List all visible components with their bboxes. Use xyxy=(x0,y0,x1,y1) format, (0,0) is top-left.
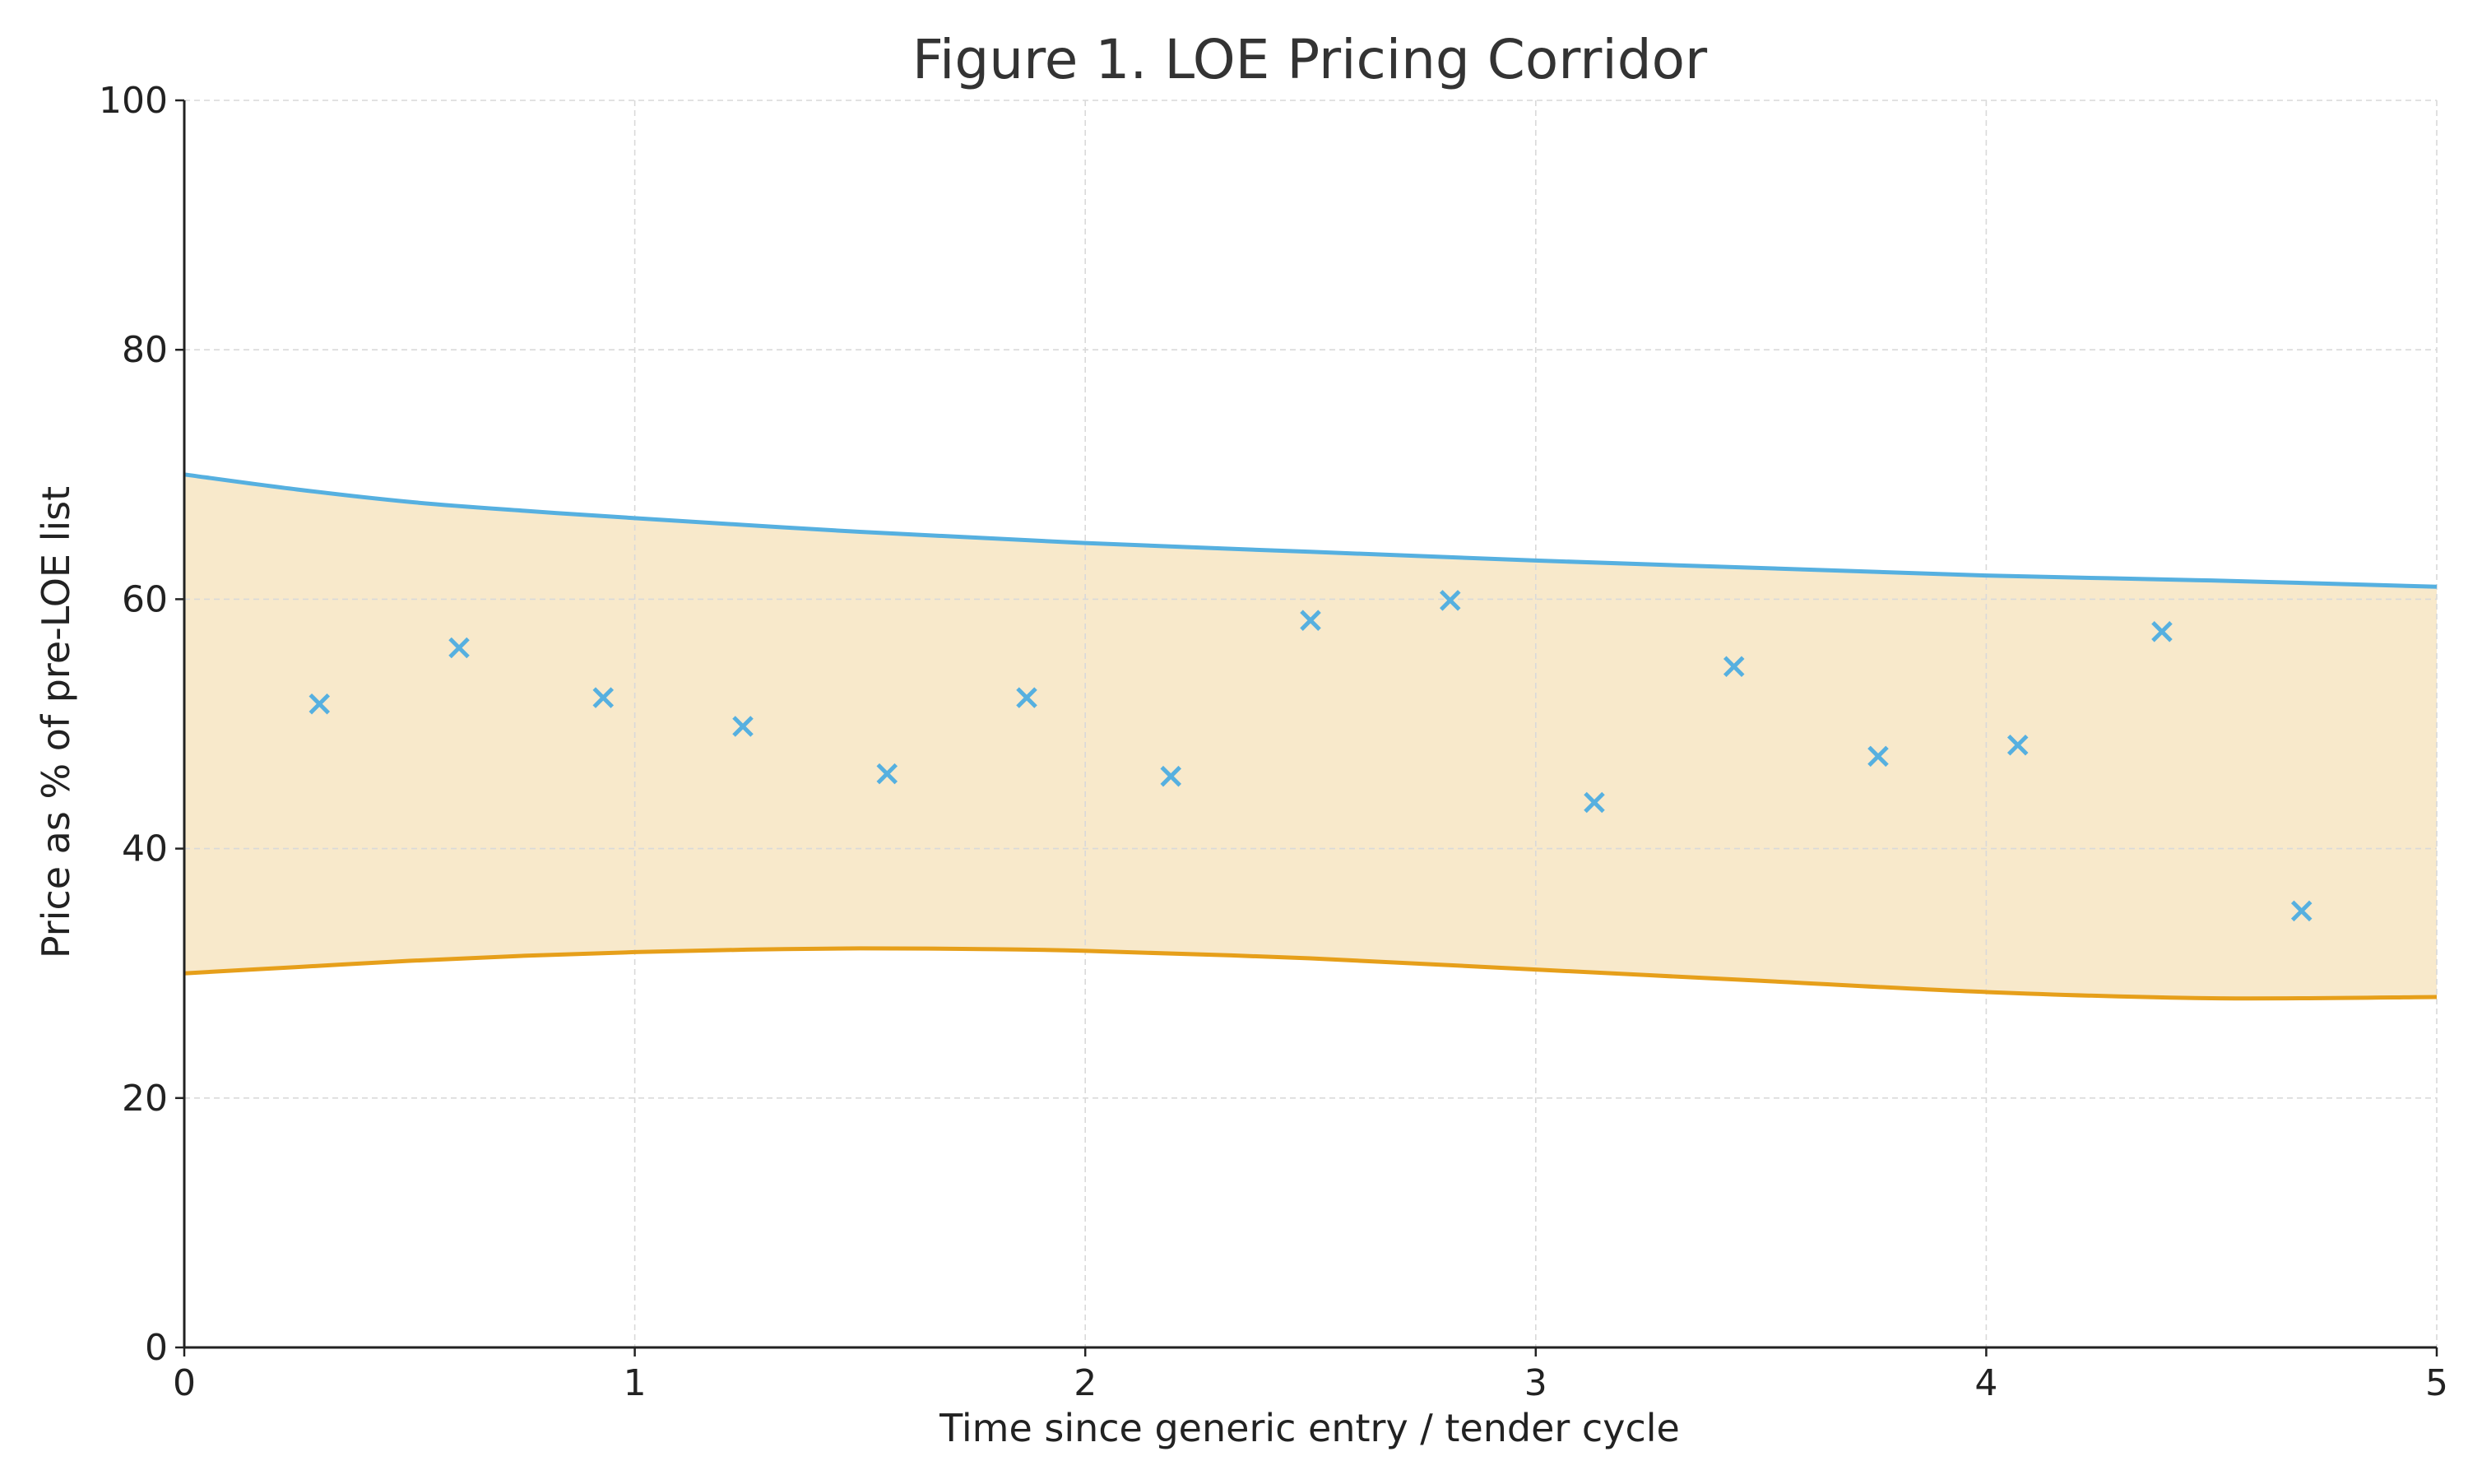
scatter-point xyxy=(1584,791,1605,814)
y-axis-title: Price as % of pre-LOE list xyxy=(34,486,78,958)
scatter-point xyxy=(1300,610,1321,631)
y-tick-label: 100 xyxy=(99,80,168,122)
scatter-point xyxy=(592,687,615,708)
scatter-point-stroke xyxy=(1584,791,1605,814)
y-tick-label: 0 xyxy=(145,1327,168,1369)
scatter-point xyxy=(876,763,898,785)
scatter-point xyxy=(1160,765,1182,787)
corridor-band-group xyxy=(184,474,2437,999)
scatter-point-stroke xyxy=(592,687,615,708)
scatter-point-stroke xyxy=(448,637,470,659)
y-tick-label: 60 xyxy=(122,578,168,620)
x-tick-label: 5 xyxy=(2425,1362,2448,1404)
series-lines-group xyxy=(183,472,2438,1001)
scatter-point xyxy=(1867,745,1889,768)
x-tick-label: 3 xyxy=(1524,1362,1547,1404)
scatter-point-stroke xyxy=(1016,687,1037,708)
scatter-point-stroke xyxy=(732,716,754,737)
scatter-point xyxy=(1016,687,1037,708)
scatter-point-stroke xyxy=(2290,900,2313,922)
scatter-point xyxy=(2006,735,2029,756)
scatter-point-stroke xyxy=(308,693,331,715)
tick-labels-group: 0 1 2 3 4 5 0 20 40 60 80 100 xyxy=(99,80,2448,1404)
x-tick-label: 4 xyxy=(1974,1362,1997,1404)
scatter-point xyxy=(1723,656,1745,678)
scatter-point xyxy=(732,716,754,737)
scatter-point-stroke xyxy=(1300,610,1321,631)
lower-corridor-line xyxy=(183,946,2438,1001)
scatter-points-group xyxy=(308,590,2313,922)
upper-corridor-line xyxy=(183,472,2438,589)
corridor-band xyxy=(184,474,2437,999)
scatter-point-stroke xyxy=(2151,621,2173,642)
scatter-point-stroke xyxy=(1723,656,1745,678)
scatter-point xyxy=(2290,900,2313,922)
y-tick-label: 40 xyxy=(122,828,168,870)
scatter-point-stroke xyxy=(2006,735,2029,756)
scatter-point-stroke xyxy=(1439,590,1461,611)
y-tick-label: 20 xyxy=(122,1078,168,1120)
x-tick-label: 1 xyxy=(624,1362,647,1404)
scatter-point xyxy=(2151,621,2173,642)
scatter-point xyxy=(448,637,470,659)
scatter-point xyxy=(1439,590,1461,611)
scatter-point xyxy=(308,693,331,715)
x-tick-label: 0 xyxy=(173,1362,196,1404)
x-tick-label: 2 xyxy=(1074,1362,1097,1404)
chart-title: Figure 1. LOE Pricing Corridor xyxy=(912,28,1708,91)
y-tick-label: 80 xyxy=(122,329,168,371)
scatter-point-stroke xyxy=(1867,745,1889,768)
scatter-point-stroke xyxy=(1160,765,1182,787)
x-axis-title: Time since generic entry / tender cycle xyxy=(939,1406,1680,1450)
axes-group xyxy=(175,99,2438,1356)
scatter-point-stroke xyxy=(876,763,898,785)
